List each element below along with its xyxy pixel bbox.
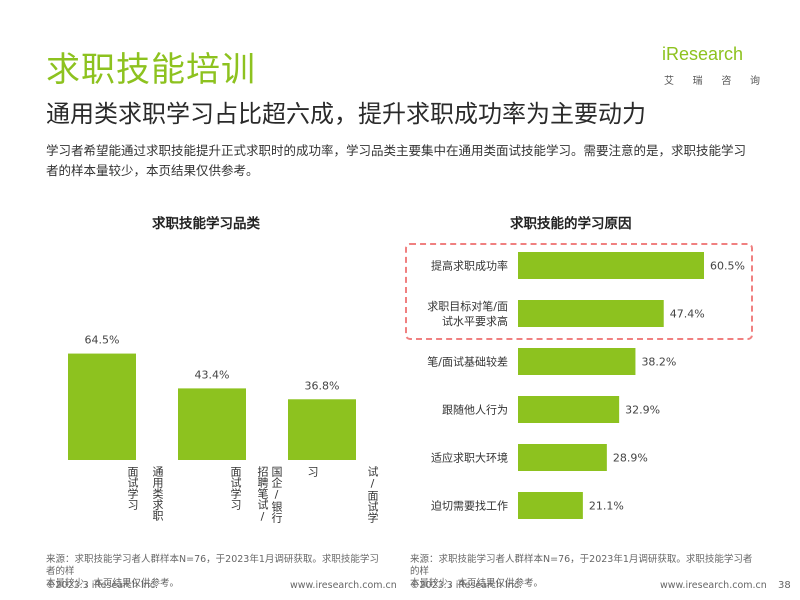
category-label: 面试学习通用类求职 — [95, 466, 164, 522]
category-label: 试水平要求高 — [442, 314, 508, 328]
category-label: 提高求职成功率 — [431, 259, 508, 273]
logo-cn-char: 询 — [749, 76, 760, 87]
bar — [518, 396, 620, 423]
bar — [68, 353, 136, 460]
logo-text: iResearch — [662, 44, 744, 64]
category-label-line: 通用类求职 — [109, 466, 164, 522]
logo-cn-char: 艾 — [664, 76, 674, 87]
logo-cn-char: 咨 — [721, 76, 732, 87]
data-label: 21.1% — [589, 500, 624, 513]
logo-cn: 艾 瑞 咨 询 — [664, 72, 760, 87]
data-label: 36.8% — [305, 379, 340, 392]
website-right[interactable]: www.iresearch.com.cn — [660, 580, 767, 591]
bar — [518, 492, 583, 519]
logo-cn-char: 瑞 — [692, 76, 703, 87]
category-label-line: 习 — [308, 466, 319, 479]
category-label: 笔/面试基础较差 — [427, 355, 508, 369]
page-subtitle: 通用类求职学习占比超六成，提升求职成功率为主要动力 — [46, 100, 646, 128]
data-label: 28.9% — [613, 452, 648, 465]
category-label: 适应求职大环境 — [431, 451, 508, 465]
left-chart-title: 求职技能学习品类 — [152, 216, 260, 232]
data-label: 60.5% — [710, 260, 745, 273]
category-label: 习试/面试学私企招聘笔 — [308, 466, 380, 523]
bar — [518, 444, 607, 471]
data-label: 47.4% — [670, 308, 705, 321]
bar — [178, 388, 246, 460]
copyright-right: ©2023.3 iResearch Inc. — [410, 580, 523, 591]
intro-text: 学习者希望能通过求职技能提升正式求职时的成功率，学习品类主要集中在通用类面试技能… — [46, 143, 747, 178]
data-label: 32.9% — [625, 404, 660, 417]
right-chart-title: 求职技能的学习原因 — [510, 216, 632, 232]
category-label: 迫切需要找工作 — [431, 499, 508, 513]
category-label-line: 私企招聘笔 — [336, 466, 380, 521]
category-bar-chart: 64.5% 面试学习通用类求职 43.4% 面试学习招聘笔试/国企/银行 36.8% 习试… — [68, 334, 380, 524]
copyright-left: ©2023.3 iResearch Inc. — [46, 580, 159, 591]
website-left[interactable]: www.iresearch.com.cn — [290, 580, 397, 591]
highlight-box — [405, 243, 753, 340]
source-line: 来源：求职技能学习者人群样本N=76，于2023年1月调研获取。求职技能学习者的… — [410, 554, 753, 577]
page-number: 38 — [778, 580, 791, 591]
source-line: 来源：求职技能学习者人群样本N=76，于2023年1月调研获取。求职技能学习者的… — [46, 554, 379, 577]
source-line: 本量较少，本页结果仅供参考。 — [46, 578, 180, 589]
bar — [518, 348, 636, 375]
category-label-line: 国企/银行 — [226, 466, 283, 524]
bar — [288, 399, 356, 460]
category-label: 求职目标对笔/面 — [427, 299, 508, 313]
data-label: 38.2% — [641, 356, 676, 369]
page-title: 求职技能培训 — [46, 50, 256, 90]
data-label: 64.5% — [85, 334, 120, 347]
category-label: 跟随他人行为 — [442, 403, 508, 417]
data-label: 43.4% — [195, 368, 230, 381]
bar — [518, 252, 704, 279]
bar — [518, 300, 664, 327]
source-line: 本量较少，本页结果仅供参考。 — [410, 578, 544, 589]
iresearch-logo: iResearch 艾 瑞 咨 询 — [660, 44, 760, 98]
source-note-left: 来源：求职技能学习者人群样本N=76，于2023年1月调研获取。求职技能学习者的… — [46, 554, 386, 590]
category-label: 面试学习招聘笔试/国企/银行 — [198, 465, 283, 524]
source-note-right: 来源：求职技能学习者人群样本N=76，于2023年1月调研获取。求职技能学习者的… — [410, 554, 760, 590]
